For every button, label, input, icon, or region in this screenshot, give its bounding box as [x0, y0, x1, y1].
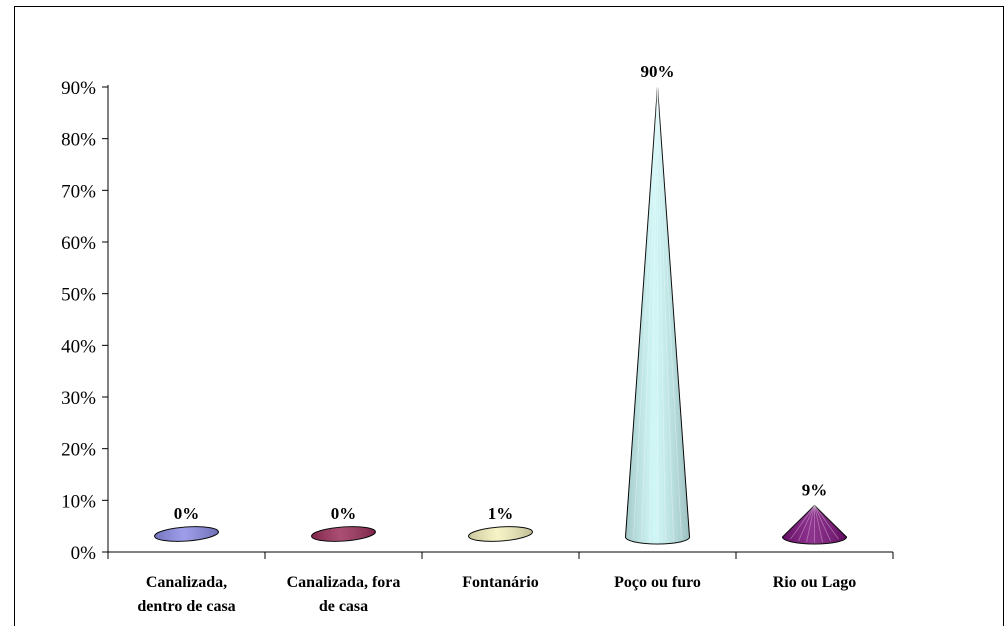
data-label: 0%	[331, 504, 357, 523]
y-tick-label: 30%	[61, 388, 96, 409]
cone-facet	[814, 505, 823, 543]
cone-facet	[641, 86, 658, 541]
cone-shading	[625, 87, 690, 544]
data-labels: 0% 0% 1% 90% 9%	[174, 62, 828, 523]
y-tick-label: 40%	[61, 336, 96, 357]
cone-facet	[657, 86, 674, 541]
category-label: Fontanário	[462, 574, 538, 591]
category-label: Canalizada,	[146, 574, 227, 591]
cone-shading	[311, 526, 376, 542]
bar-cone	[468, 526, 533, 542]
y-tick-label: 60%	[61, 233, 96, 254]
y-tick-label: 80%	[61, 130, 96, 151]
x-axis: Canalizada, dentro de casa Canalizada, for…	[107, 551, 894, 615]
y-tick-label: 20%	[61, 440, 96, 461]
cones	[154, 86, 848, 545]
bar-cone	[154, 526, 219, 542]
category-label: Rio ou Lago	[773, 574, 857, 591]
cone-facet	[798, 505, 815, 542]
category-label: Canalizada, fora	[287, 574, 401, 591]
cone-facet	[657, 86, 682, 540]
y-tick-label: 10%	[61, 491, 96, 512]
cone-shading	[468, 526, 533, 542]
y-tick-label: 0%	[71, 543, 97, 564]
data-label: 90%	[641, 62, 675, 81]
data-label: 0%	[174, 504, 200, 523]
y-tick-label: 70%	[61, 181, 96, 202]
category-label: Poço ou furo	[614, 574, 701, 591]
cone-facet	[649, 86, 658, 543]
cone-facet	[814, 505, 839, 540]
data-label: 9%	[802, 481, 828, 500]
cone-shading	[154, 526, 219, 542]
y-tick-label: 90%	[61, 78, 96, 99]
cone-facet	[814, 505, 831, 542]
y-axis: 0% 10% 20% 30% 40% 50% 60% 70% 80% 90%	[61, 78, 109, 564]
category-label: de casa	[319, 598, 368, 615]
cone-facet	[657, 86, 666, 543]
cone-facet	[806, 505, 815, 543]
cone-shading	[782, 505, 847, 544]
bar-cone	[624, 86, 691, 545]
cone-facet	[633, 86, 658, 540]
cone-facet	[790, 505, 815, 540]
bar-cone	[311, 526, 376, 542]
category-label: dentro de casa	[137, 598, 235, 615]
bar-cone	[781, 504, 848, 545]
chart-frame	[14, 6, 1004, 626]
data-label: 1%	[488, 504, 514, 523]
y-tick-label: 50%	[61, 285, 96, 306]
